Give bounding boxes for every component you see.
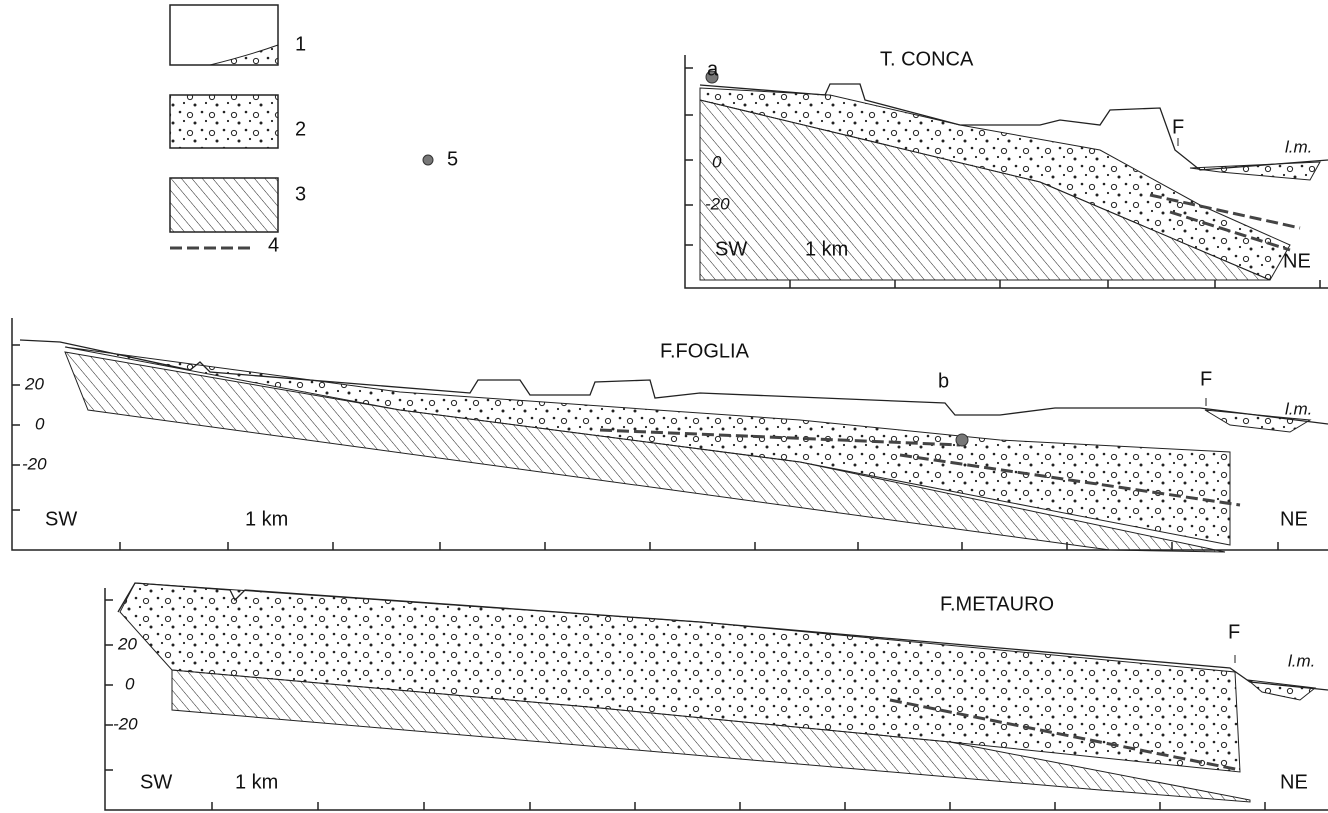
y-label: 20 — [117, 634, 137, 653]
section-conca: T. CONCA 0 -20 a F l.m. SW 1 km NE — [684, 48, 1328, 289]
fault-label: F — [1228, 621, 1240, 643]
legend-box-2 — [169, 94, 279, 149]
direction-label: NE — [1280, 771, 1308, 793]
y-label: 0 — [35, 414, 45, 433]
direction-label: SW — [45, 508, 77, 530]
y-label: -20 — [113, 714, 138, 733]
peat-layer — [889, 698, 1241, 772]
fault-label: F — [1200, 368, 1212, 390]
y-label: -20 — [705, 194, 730, 213]
legend-label: 1 — [295, 33, 306, 55]
surface — [117, 582, 1328, 691]
surface — [699, 83, 1328, 171]
bedrock — [699, 99, 1271, 281]
legend-label: 2 — [295, 118, 306, 140]
peat-layer — [599, 428, 1241, 507]
ticks — [105, 599, 1266, 810]
section-title: F.FOGLIA — [660, 340, 750, 362]
legend-label: 5 — [447, 148, 458, 170]
gravel — [64, 346, 1231, 546]
ticks — [685, 67, 1321, 288]
beach — [1189, 161, 1321, 181]
legend-box-1-detail — [209, 44, 279, 66]
y-label: 20 — [24, 374, 44, 393]
legend-label: 3 — [295, 183, 306, 205]
scale-label: 1 km — [805, 238, 848, 260]
legend-dot-5 — [422, 154, 434, 166]
legend-box-3 — [169, 177, 279, 233]
legend: 1 2 3 4 5 — [169, 4, 458, 256]
marker-label: b — [938, 370, 949, 392]
beach — [1246, 679, 1317, 701]
scale-label: 1 km — [245, 508, 288, 530]
axis — [104, 588, 1328, 811]
gravel — [119, 582, 1241, 773]
sea-level-label: l.m. — [1285, 399, 1312, 418]
direction-label: NE — [1283, 250, 1311, 272]
section-title: F.METAURO — [940, 593, 1054, 615]
sea-level-label: l.m. — [1288, 651, 1315, 670]
section-title: T. CONCA — [880, 48, 974, 70]
direction-label: NE — [1280, 508, 1308, 530]
legend-label: 4 — [268, 234, 279, 256]
gravel — [699, 87, 1291, 281]
sea-level-label: l.m. — [1285, 137, 1312, 156]
peat-layer — [1149, 193, 1301, 252]
section-foglia: F.FOGLIA 20 0 -20 b F l.m. SW 1 km NE — [11, 318, 1328, 553]
sample-dot — [705, 70, 719, 84]
beach — [1204, 409, 1312, 433]
axis — [11, 318, 1328, 551]
sample-dot — [955, 433, 969, 447]
y-label: 0 — [712, 152, 722, 171]
direction-label: SW — [715, 238, 747, 260]
marker-label: a — [707, 58, 719, 80]
y-label: -20 — [22, 454, 47, 473]
y-label: 0 — [125, 674, 135, 693]
axis — [684, 55, 1328, 289]
scale-label: 1 km — [235, 771, 278, 793]
section-metauro: F.METAURO 20 0 -20 F l.m. SW 1 km NE — [104, 582, 1328, 811]
fault-label: F — [1172, 116, 1184, 138]
direction-label: SW — [140, 771, 172, 793]
surface — [19, 339, 1328, 425]
